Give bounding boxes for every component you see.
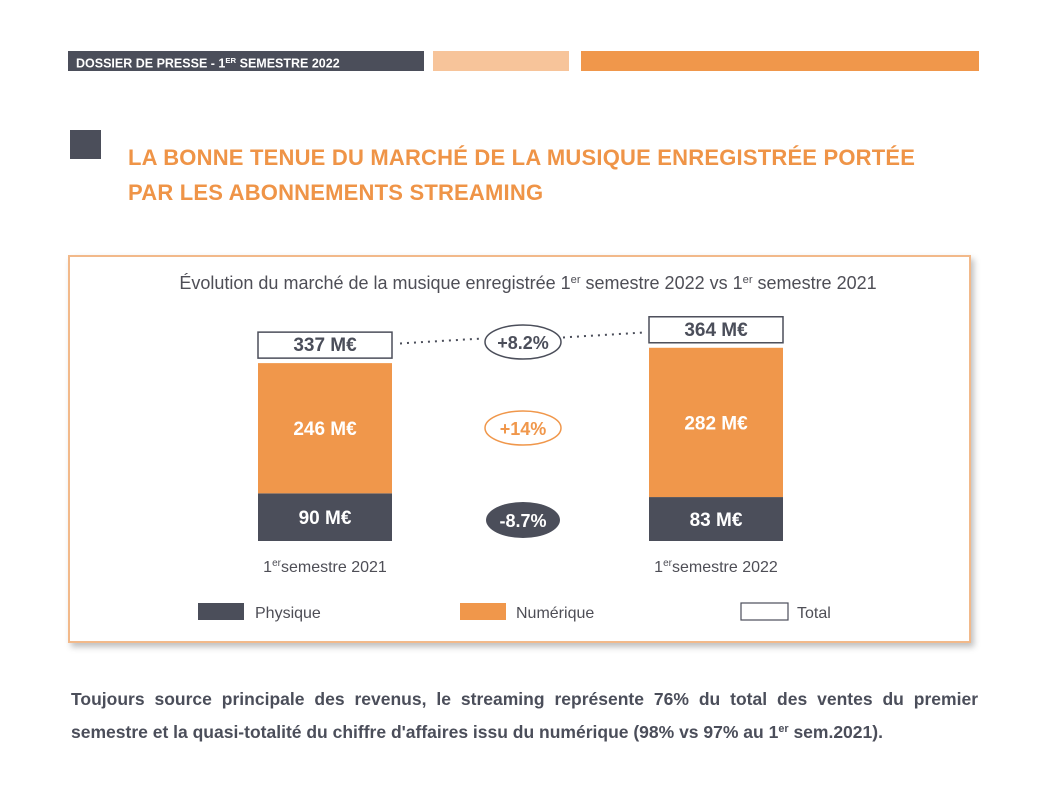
summary-text-main: Toujours source principale des revenus, … [71,689,978,742]
summary-text-sup: er [778,723,789,735]
summary-text-end: sem.2021). [788,721,883,742]
connector-left [399,337,484,345]
legend-swatch-numerique [460,603,506,620]
chart-title-part1: Évolution du marché de la musique enregi… [179,273,571,293]
title-marker [70,130,101,159]
bar-label-numerique: 282 M€ [684,413,748,434]
bar-label-physique: 90 M€ [299,508,352,529]
legend-label-total: Total [797,605,831,622]
press-kit-header-sup: ER [225,56,237,65]
bar-numerique [258,363,392,494]
chart-title-part3: semestre 2021 [752,273,877,293]
chart-title-sup2: er [742,273,753,286]
press-kit-header-suffix: SEMESTRE 2022 [236,56,340,71]
bar-numerique [649,347,783,498]
bar-physique [258,493,392,541]
category-label: 1ersemestre 2022 [654,558,778,576]
press-kit-header-prefix: DOSSIER DE PRESSE - 1 [76,56,226,71]
total-label: 364 M€ [684,320,748,341]
header-accent-orange [581,51,979,71]
total-box [648,316,784,344]
page-title-line1: LA BONNE TENUE DU MARCHÉ DE LA MUSIQUE E… [128,145,916,170]
change-badge-physique [486,502,560,538]
total-box [257,331,393,359]
chart-title: Évolution du marché de la musique enregi… [0,273,1056,294]
chart-title-sup1: er [570,273,581,286]
page-title: LA BONNE TENUE DU MARCHÉ DE LA MUSIQUE E… [128,140,968,210]
legend-swatch-physique [198,603,244,620]
change-badge-total [484,324,562,360]
change-badge-numerique [484,410,562,446]
chart-frame [68,255,971,643]
bar-physique [649,497,783,541]
connector-right [562,331,646,339]
category-label: 1ersemestre 2021 [263,558,387,576]
page-title-line2: PAR LES ABONNEMENTS STREAMING [128,180,544,205]
legend-swatch-total [740,602,789,621]
bar-label-numerique: 246 M€ [293,419,357,440]
summary-paragraph: Toujours source principale des revenus, … [71,684,978,747]
header-accent-light [433,51,569,71]
legend-label-physique: Physique [255,605,321,622]
bar-label-physique: 83 M€ [690,510,743,531]
change-label-total: +8.2% [497,333,549,353]
press-kit-header: DOSSIER DE PRESSE - 1ER SEMESTRE 2022 [68,51,424,71]
change-label-numerique: +14% [500,419,547,439]
legend-label-numerique: Numérique [516,605,594,622]
change-label-physique: -8.7% [499,511,546,531]
total-label: 337 M€ [293,335,357,356]
chart-title-part2: semestre 2022 vs 1 [580,273,743,293]
